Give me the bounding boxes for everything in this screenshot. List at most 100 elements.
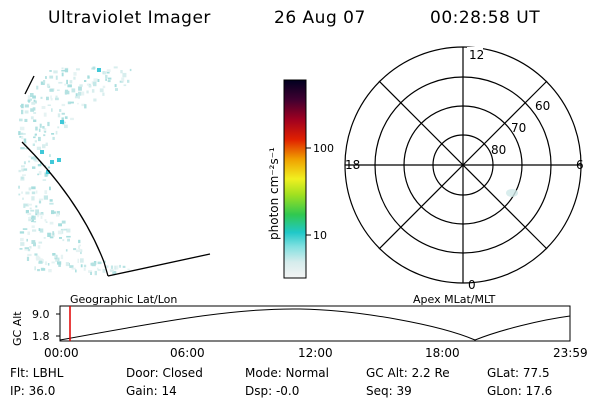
emission-pixel [77,95,80,99]
emission-pixel [69,265,74,268]
emission-pixel [105,78,107,81]
emission-pixel [55,257,58,262]
emission-pixel [27,212,32,216]
emission-pixel [83,264,87,268]
emission-pixel [59,237,62,239]
emission-bright-pixel [50,160,54,164]
emission-pixel [27,203,32,206]
emission-pixel [64,124,68,129]
emission-pixel [81,103,86,107]
emission-pixel [97,79,100,82]
emission-pixel [25,191,30,195]
polar-grid-panel: 12 18 6 0 60 70 80 [344,46,584,292]
emission-pixel [31,196,35,201]
emission-pixel [28,219,32,222]
emission-pixel [64,68,69,73]
emission-pixel [47,121,50,127]
emission-pixel [26,238,28,242]
emission-pixel [33,136,36,139]
emission-pixel [52,253,56,256]
emission-pixel [61,67,64,70]
emission-pixel [31,225,35,228]
emission-pixel [56,211,60,215]
emission-pixel [49,202,54,205]
emission-pixel [60,254,64,260]
emission-pixel [65,262,69,267]
emission-pixel [21,176,24,180]
timeline-x-tick-1800: 18:00 [425,346,460,360]
emission-pixel [80,251,82,255]
emission-pixel [55,75,58,80]
emission-pixel [110,265,114,269]
emission-pixel [20,132,24,135]
emission-pixel [102,92,105,96]
emission-pixel [113,66,118,69]
emission-pixel [81,91,85,96]
emission-pixel [44,131,47,133]
emission-pixel [76,68,80,71]
image-date: 26 Aug 07 [274,8,366,28]
ip-status: IP: 36.0 [10,384,56,398]
emission-pixel [77,102,79,105]
emission-pixel [25,210,29,214]
emission-pixel [34,133,37,136]
emission-pixel [49,186,51,191]
emission-pixel [122,72,127,78]
emission-pixel [23,161,26,165]
emission-pixel [19,126,25,131]
emission-pixel [43,80,46,84]
emission-pixel [74,96,79,99]
emission-pixel [61,117,64,122]
emission-pixel [24,110,29,114]
gc-altitude-status: GC Alt: 2.2 Re [366,366,450,380]
emission-pixel [93,81,97,87]
emission-pixel [21,103,24,109]
emission-pixel [29,216,32,221]
emission-pixel [91,67,93,70]
emission-pixel [47,166,51,169]
emission-pixel [42,179,47,181]
emission-pixel [54,255,57,258]
emission-bright-pixel [46,170,50,174]
dsp-status: Dsp: -0.0 [245,384,300,398]
emission-pixel [78,239,81,244]
colorbar-tick-label-10: 10 [313,229,327,242]
emission-pixel [97,269,101,271]
emission-pixel [35,209,39,214]
emission-pixel [73,248,77,251]
emission-pixel [57,126,60,129]
emission-pixel [19,231,25,234]
emission-pixel [38,198,44,201]
emission-pixel [92,66,96,70]
emission-pixel [37,173,39,176]
emission-pixel [112,270,117,275]
emission-pixel [49,199,53,202]
emission-pixel [64,89,69,94]
emission-pixel [55,95,58,98]
emission-pixel [78,245,80,250]
emission-pixel [21,109,24,115]
mlat-label-70: 70 [511,121,526,135]
emission-pixel [49,154,51,157]
emission-pixel [58,81,63,84]
emission-pixel [123,84,127,87]
emission-pixel [37,164,42,167]
mlt-label-0: 0 [468,278,476,292]
emission-pixel [30,98,32,101]
timeline-y-tick-9: 9.0 [32,308,50,321]
emission-pixel [45,221,48,223]
emission-pixel [39,258,43,262]
emission-pixel [47,263,50,266]
emission-bright-pixel [97,68,101,72]
emission-pixel [51,108,53,112]
emission-pixel [45,76,47,79]
emission-pixel [90,271,92,275]
emission-pixel [34,140,37,143]
emission-pixel [39,228,44,233]
emission-pixel [52,136,55,140]
emission-pixel [27,249,31,252]
emission-pixel [84,104,87,109]
emission-pixel [49,75,54,79]
emission-pixel [59,109,62,112]
colorbar-gradient [284,80,306,278]
